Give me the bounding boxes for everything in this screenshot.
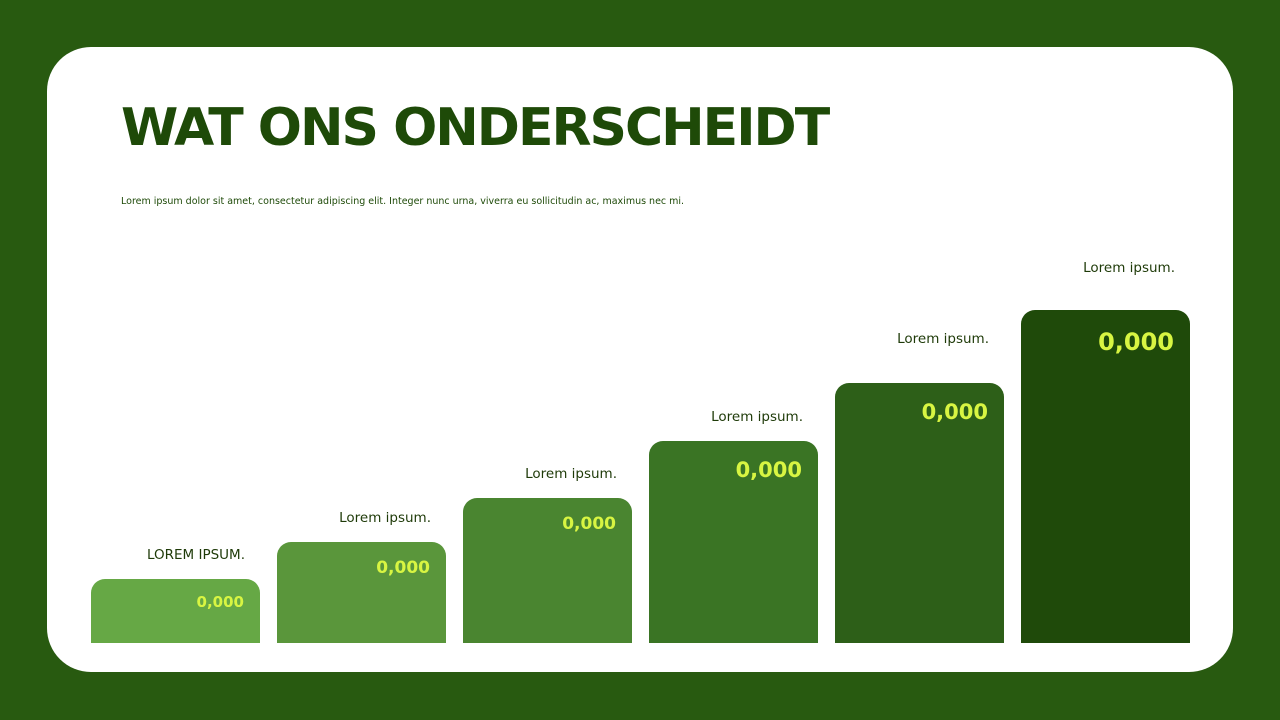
step-label: Lorem ipsum. bbox=[1083, 260, 1175, 276]
step-bar: 0,000 bbox=[835, 383, 1004, 643]
step-value: 0,000 bbox=[196, 593, 244, 611]
step-bar: 0,000 bbox=[649, 441, 818, 643]
step-label: Lorem ipsum. bbox=[897, 331, 989, 347]
step-label: LOREM IPSUM. bbox=[146, 547, 245, 563]
step-bar: 0,000 bbox=[1021, 310, 1190, 643]
step-label: Lorem ipsum. bbox=[711, 409, 803, 425]
slide-subtitle: Lorem ipsum dolor sit amet, consectetur … bbox=[121, 196, 685, 207]
step-bar: 0,000 bbox=[277, 542, 446, 643]
step-label: Lorem ipsum. bbox=[525, 466, 617, 482]
step-value: 0,000 bbox=[1098, 328, 1174, 356]
step-value: 0,000 bbox=[735, 458, 802, 482]
slide-title: WAT ONS ONDERSCHEIDT bbox=[121, 98, 830, 158]
step-value: 0,000 bbox=[562, 514, 616, 534]
step-bar: 0,000 bbox=[463, 498, 632, 643]
step-value: 0,000 bbox=[921, 400, 988, 424]
step-bar: 0,000 bbox=[91, 579, 260, 643]
step-value: 0,000 bbox=[376, 558, 430, 578]
step-label: Lorem ipsum. bbox=[339, 510, 431, 526]
